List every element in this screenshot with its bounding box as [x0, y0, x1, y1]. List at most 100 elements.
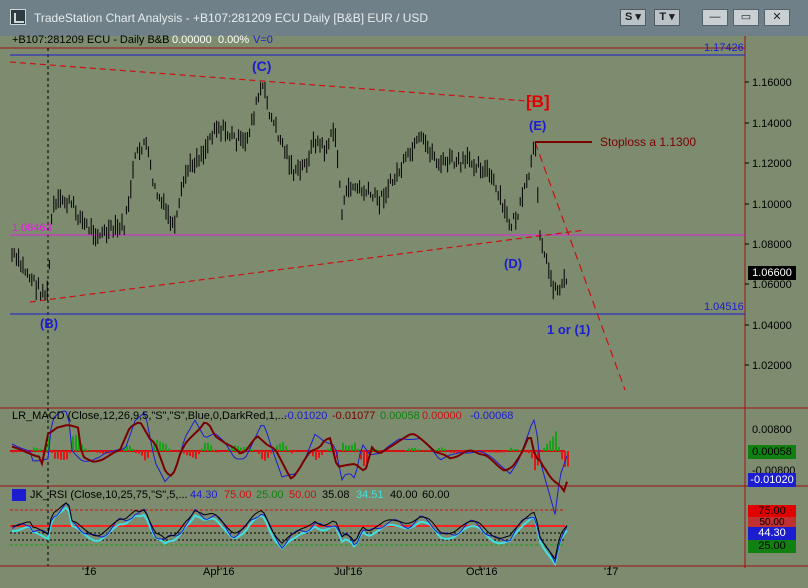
macd-histogram-bar	[357, 448, 359, 451]
macd-histogram-bar	[561, 451, 563, 460]
macd-histogram-bar	[378, 450, 380, 451]
macd-histogram-bar	[138, 451, 140, 454]
macd-histogram-bar	[474, 450, 476, 451]
rsi-value-3: 25.00	[256, 489, 284, 501]
macd-histogram-bar	[531, 451, 533, 459]
macd-histogram-bar	[459, 451, 461, 453]
macd-indicator-label: LR_MACD (Close,12,26,9,5,"S","S",Blue,0,…	[12, 410, 287, 422]
macd-value-1: -0.01020	[284, 410, 328, 422]
wave-c-label: (C)	[252, 58, 272, 74]
macd-value-3: 0.00058	[380, 410, 420, 422]
minimize-button[interactable]: —	[702, 9, 728, 26]
macd-histogram-bar	[312, 451, 314, 457]
macd-histogram-bar	[348, 445, 350, 451]
macd-histogram-bar	[240, 447, 242, 451]
macd-histogram-bar	[69, 451, 71, 454]
macd-histogram-bar	[519, 450, 521, 451]
macd-histogram-bar	[534, 451, 536, 471]
macd-histogram-bar	[159, 441, 161, 451]
macd-histogram-bar	[261, 451, 263, 460]
macd-histogram-bar	[504, 451, 506, 453]
macd-histogram-bar	[219, 451, 221, 453]
rsi-value-5: 35.08	[322, 489, 350, 501]
macd-histogram-bar	[549, 440, 551, 451]
macd-histogram-bar	[462, 451, 464, 452]
date-label-16: '16	[82, 566, 97, 578]
macd-histogram-bar	[66, 451, 68, 460]
macd-histogram-bar	[129, 445, 131, 451]
macd-histogram-bar	[441, 447, 443, 451]
macd-histogram-bar	[258, 451, 260, 454]
macd-histogram-bar	[186, 451, 188, 456]
macd-histogram-bar	[363, 451, 365, 467]
rsi-value-4: 50.00	[289, 489, 317, 501]
macd-histogram-bar	[567, 451, 569, 467]
macd-histogram-bar	[417, 449, 419, 451]
macd-histogram-bar	[132, 448, 134, 451]
rsi-box-25: 25.00	[748, 540, 796, 553]
macd-histogram-bar	[510, 447, 512, 451]
macd-histogram-bar	[156, 439, 158, 451]
macd-histogram-bar	[435, 449, 437, 451]
macd-histogram-bar	[63, 451, 65, 460]
macd-histogram-bar	[207, 442, 209, 451]
maximize-button[interactable]: ▭	[733, 9, 759, 26]
rsi-signal-line	[11, 502, 568, 561]
t-dropdown-button[interactable]: T ▾	[654, 9, 680, 26]
chart-value-1: 0.00000	[172, 34, 212, 46]
chart-volume: V=0	[253, 34, 273, 46]
macd-histogram-bar	[75, 434, 77, 451]
rsi-box-50: 50.00	[748, 517, 796, 528]
macd-histogram-bar	[87, 449, 89, 451]
chart-area[interactable]	[0, 36, 808, 588]
macd-histogram-bar	[513, 449, 515, 451]
macd-histogram-bar	[387, 451, 389, 452]
macd-histogram-bar	[57, 451, 59, 459]
macd-histogram-bar	[237, 445, 239, 451]
macd-histogram-bar	[222, 451, 224, 452]
macd-histogram-bar	[168, 448, 170, 451]
rsi-value-8: 60.00	[422, 489, 450, 501]
macd-histogram-bar	[279, 443, 281, 451]
macd-histogram-bar	[507, 450, 509, 451]
date-label-17: '17	[604, 566, 619, 578]
macd-histogram-bar	[228, 449, 230, 451]
macd-histogram-bar	[288, 450, 290, 451]
tradestation-app-icon	[10, 9, 26, 25]
macd-histogram-bar	[267, 451, 269, 458]
price-tick-4: 1.10000	[752, 199, 792, 211]
macd-histogram-bar	[498, 451, 500, 453]
macd-histogram-bar	[495, 451, 497, 453]
top-line-label: 1.17426	[704, 42, 744, 54]
macd-histogram-bar	[339, 451, 341, 452]
macd-histogram-bar	[501, 451, 503, 453]
macd-histogram-bar	[294, 451, 296, 453]
macd-histogram-bar	[48, 436, 50, 451]
close-button[interactable]: ✕	[764, 9, 790, 26]
macd-histogram-bar	[18, 451, 20, 452]
macd-value-4: 0.00000	[422, 410, 462, 422]
stoploss-label: Stoploss a 1.1300	[600, 135, 697, 149]
macd-histogram-bar	[396, 451, 398, 453]
wave-e-label: (E)	[529, 118, 547, 133]
macd-histogram-bar	[21, 451, 23, 452]
macd-histogram-bar	[375, 449, 377, 451]
wave-1-label: 1 or (1)	[547, 322, 591, 337]
macd-histogram-bar	[276, 445, 278, 451]
macd-histogram-bar	[27, 451, 29, 453]
date-label-apr16: Apr'16	[203, 566, 235, 578]
s-dropdown-button[interactable]: S ▾	[620, 9, 646, 26]
chart-symbol-label: +B107:281209 ECU - Daily B&B	[12, 34, 170, 46]
macd-histogram-bar	[141, 451, 143, 456]
macd-histogram-bar	[306, 451, 308, 452]
macd-histogram-bar	[270, 451, 272, 454]
window-title: TradeStation Chart Analysis - +B107:2812…	[34, 11, 429, 25]
macd-histogram-bar	[564, 451, 566, 467]
macd-histogram-bar	[36, 448, 38, 451]
macd-histogram-bar	[198, 451, 200, 454]
magenta-line-label: 1.08463	[12, 222, 52, 234]
macd-histogram-bar	[216, 451, 218, 453]
date-label-jul16: Jul'16	[334, 566, 363, 578]
macd-histogram-bar	[126, 444, 128, 451]
